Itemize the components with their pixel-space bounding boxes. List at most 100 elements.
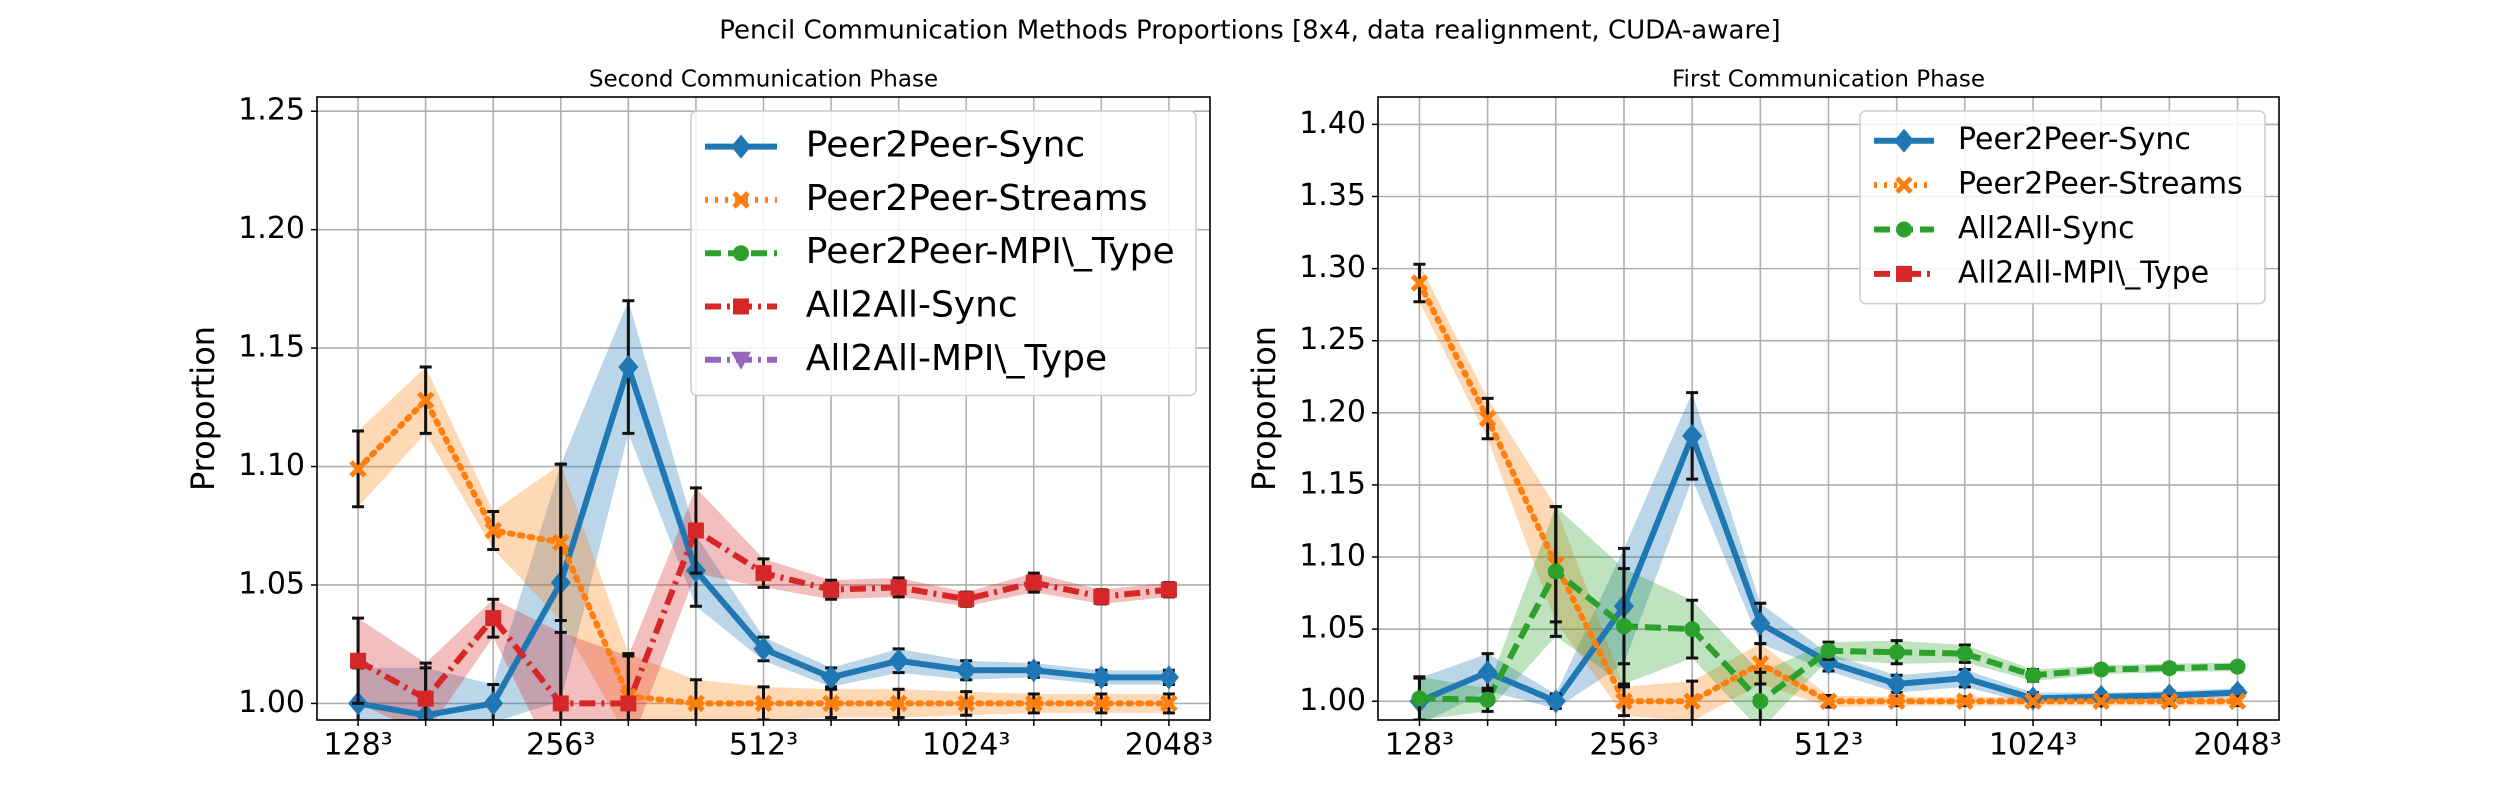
marker [1545, 689, 1566, 714]
marker [1684, 621, 1701, 638]
marker [483, 691, 504, 716]
marker [1894, 128, 1914, 153]
marker [2228, 692, 2247, 711]
y-tick-label: 1.10 [238, 448, 305, 483]
marker [1956, 645, 1973, 662]
legend-label: All2All-Sync [1958, 211, 2135, 246]
legend-label: Peer2Peer-Sync [806, 125, 1085, 166]
y-tick-label: 1.30 [1299, 250, 1366, 285]
y-tick-label: 1.15 [238, 330, 305, 365]
x-tick-label: 256³ [526, 728, 595, 763]
marker [1479, 691, 1496, 708]
y-tick-label: 1.20 [238, 211, 305, 246]
marker [732, 191, 750, 209]
marker [687, 694, 705, 713]
axes-title: First Communication Phase [1672, 67, 1985, 93]
legend-label: Peer2Peer-Sync [1958, 122, 2191, 157]
y-tick-label: 1.35 [1299, 178, 1366, 213]
legend-label: All2All-MPI\_Type [806, 338, 1107, 379]
legend-label: Peer2Peer-Streams [1958, 167, 2243, 202]
marker [1896, 221, 1912, 238]
marker [1819, 692, 1838, 711]
marker [1896, 265, 1912, 282]
marker [618, 355, 639, 380]
marker [1023, 658, 1044, 683]
marker [1954, 666, 1975, 691]
axes-frame [1377, 96, 2280, 721]
axes-title: Second Communication Phase [589, 67, 938, 93]
marker [1888, 644, 1905, 661]
marker [2092, 692, 2110, 711]
x-tick-label: 1024³ [1989, 728, 2077, 763]
marker [1160, 581, 1177, 598]
marker [350, 652, 367, 669]
x-tick-label: 512³ [1794, 728, 1863, 763]
marker [1886, 671, 1907, 696]
marker [1547, 563, 1564, 580]
x-tick-label: 2048³ [2193, 728, 2281, 763]
x-tick-label: 128³ [323, 728, 392, 763]
y-tick-label: 1.00 [238, 685, 305, 720]
marker [1411, 690, 1428, 707]
marker [1820, 642, 1837, 659]
marker [733, 298, 749, 315]
y-tick-label: 1.05 [238, 566, 305, 601]
marker [889, 694, 908, 713]
marker [753, 636, 774, 661]
marker [1752, 693, 1769, 710]
marker [620, 695, 637, 712]
marker [957, 694, 975, 713]
marker [2025, 667, 2042, 684]
marker [1683, 692, 1701, 711]
axes-frame [316, 96, 1211, 721]
marker [1025, 694, 1043, 713]
marker [890, 579, 907, 596]
marker [349, 460, 367, 478]
marker [2024, 692, 2042, 711]
legend-label: All2All-Sync [806, 284, 1018, 325]
legend-label: Peer2Peer-MPI\_Type [806, 231, 1175, 272]
y-axis-label: Proportion [184, 326, 222, 491]
y-tick-label: 1.10 [1299, 539, 1366, 574]
marker [1887, 692, 1906, 711]
marker [1956, 692, 1974, 711]
legend-label: All2All-MPI\_Type [1958, 255, 2209, 290]
y-tick-label: 1.15 [1299, 466, 1366, 501]
marker [416, 391, 435, 409]
plot-area [1409, 262, 2248, 720]
marker [1477, 660, 1498, 685]
marker [1160, 694, 1178, 713]
marker [1682, 423, 1703, 448]
marker [731, 351, 751, 370]
marker [1478, 409, 1497, 428]
legend-frame [690, 110, 1197, 397]
x-tick-label: 128³ [1385, 728, 1454, 763]
legend-label: Peer2Peer-Streams [806, 178, 1148, 219]
marker [1158, 665, 1179, 690]
marker [484, 521, 502, 540]
marker [1092, 694, 1111, 713]
marker [821, 665, 842, 690]
marker [1410, 274, 1429, 292]
plot-area [348, 299, 1179, 720]
marker [958, 591, 975, 608]
x-tick-label: 512³ [729, 728, 798, 763]
marker [2160, 692, 2179, 711]
y-tick-label: 1.40 [1299, 106, 1366, 141]
marker [754, 694, 773, 713]
marker [485, 610, 502, 627]
marker [2161, 660, 2178, 677]
marker [731, 134, 751, 159]
marker [1093, 588, 1110, 605]
x-tick-label: 1024³ [922, 728, 1010, 763]
marker [956, 658, 977, 683]
marker [733, 245, 749, 262]
marker [1615, 692, 1633, 711]
marker [1615, 618, 1632, 635]
marker [417, 690, 434, 707]
marker [1750, 611, 1771, 636]
legend-frame [1859, 110, 2266, 305]
marker [1091, 665, 1112, 690]
y-axis-label: Proportion [1245, 326, 1283, 491]
